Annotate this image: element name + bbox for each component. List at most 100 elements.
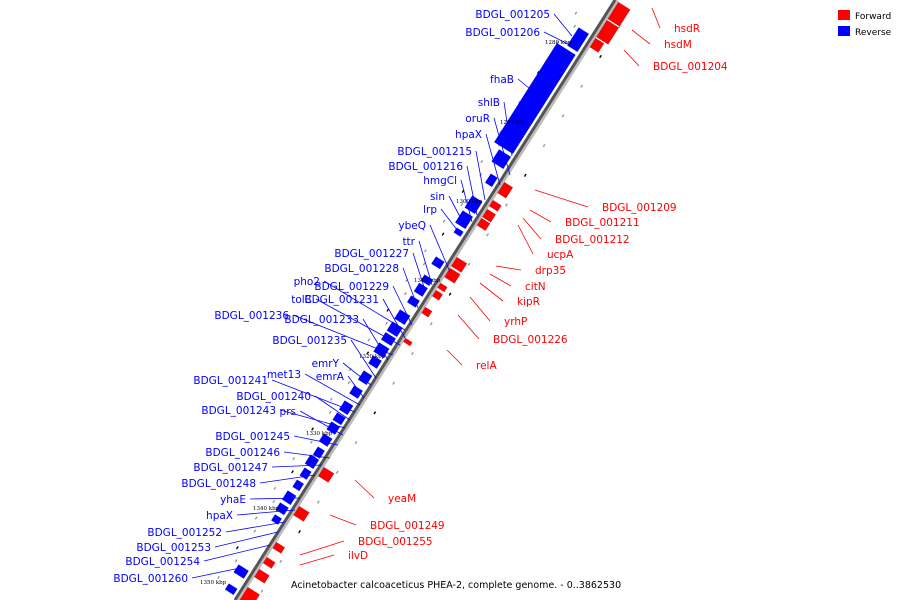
gene-label[interactable]: hsdM	[664, 39, 692, 51]
gene-label[interactable]: BDGL_001243	[201, 405, 276, 417]
gene-label[interactable]: citN	[525, 281, 546, 293]
gene-leader-line	[493, 117, 511, 176]
gene-label[interactable]: lrp	[423, 204, 437, 216]
gene-label[interactable]: BDGL_001204	[653, 61, 728, 73]
gene-leader-line	[448, 195, 467, 229]
gene-feature	[437, 282, 448, 293]
gene-label[interactable]: yhaE	[220, 494, 246, 506]
gene-label[interactable]: shlB	[478, 97, 500, 109]
gene-leader-line	[553, 13, 573, 37]
scale-dot	[580, 84, 584, 88]
gene-label[interactable]: BDGL_001231	[304, 294, 379, 306]
gene-label[interactable]: met13	[267, 369, 301, 381]
gene-label[interactable]: BDGL_001248	[181, 478, 256, 490]
gene-feature	[497, 181, 514, 199]
gene-label[interactable]: BDGL_001228	[324, 263, 399, 275]
gene-label[interactable]: BDGL_001233	[284, 314, 359, 326]
gene-leader-line	[299, 554, 335, 566]
legend-reverse-label: Reverse	[855, 28, 892, 38]
gene-label[interactable]: BDGL_001206	[465, 27, 540, 39]
gene-feature	[253, 568, 270, 584]
gene-label[interactable]: BDGL_001227	[334, 248, 409, 260]
gene-label[interactable]: prs	[280, 406, 296, 418]
scale-dot	[273, 486, 277, 490]
gene-label[interactable]: emrY	[312, 358, 340, 370]
gene-label[interactable]: BDGL_001212	[555, 234, 630, 246]
scale-dot	[392, 381, 396, 385]
gene-label[interactable]: BDGL_001254	[125, 556, 200, 568]
gene-label[interactable]: BDGL_001260	[113, 573, 188, 585]
gene-label[interactable]: tolC	[291, 294, 312, 306]
scale-dot	[291, 470, 294, 474]
gene-label[interactable]: BDGL_001236	[214, 310, 289, 322]
gene-label[interactable]: sin	[430, 191, 445, 203]
gene-label[interactable]: BDGL_001226	[493, 334, 568, 346]
gene-label[interactable]: emrA	[316, 371, 345, 383]
gene-leader-line	[489, 273, 512, 287]
gene-leader-line	[529, 209, 552, 223]
gene-label[interactable]: relA	[476, 360, 497, 372]
gene-label[interactable]: BDGL_001235	[272, 335, 347, 347]
gene-label[interactable]: hmgCl	[423, 175, 457, 187]
scale-tick-label: 1300 kbp	[456, 199, 483, 205]
gene-leader-line	[466, 165, 478, 216]
gene-leader-line	[503, 101, 513, 157]
gene-label[interactable]: pho2	[294, 276, 320, 288]
gene-label[interactable]: BDGL_001245	[215, 431, 290, 443]
scale-dot	[386, 308, 390, 312]
gene-label[interactable]: ybeQ	[398, 220, 426, 232]
gene-label[interactable]: BDGL_001240	[236, 391, 311, 403]
gene-label[interactable]: BDGL_001247	[193, 462, 268, 474]
gene-leader-line	[347, 375, 365, 399]
gene-feature	[367, 355, 383, 370]
gene-label[interactable]: fhaB	[490, 74, 514, 86]
gene-feature	[443, 267, 461, 284]
gene-feature	[233, 564, 250, 580]
gene-feature	[275, 502, 289, 516]
gene-leader-line	[623, 49, 640, 67]
scale-dot	[316, 500, 320, 504]
gene-label[interactable]: ilvD	[348, 550, 368, 562]
gene-label[interactable]: kipR	[517, 296, 540, 308]
gene-label[interactable]: yrhP	[504, 316, 527, 328]
gene-feature	[281, 490, 297, 506]
backbone-line	[233, 0, 617, 600]
gene-feature	[224, 583, 238, 596]
gene-leader-line	[271, 464, 323, 468]
gene-label[interactable]: BDGL_001246	[205, 447, 280, 459]
gene-label[interactable]: BDGL_001215	[397, 146, 472, 158]
scale-dot	[254, 516, 258, 520]
scale-dot	[347, 381, 351, 385]
gene-label[interactable]: hsdR	[674, 23, 700, 35]
scale-tick-label: 1320 kbp	[359, 354, 386, 360]
gene-label[interactable]: BDGL_001209	[602, 202, 677, 214]
gene-label[interactable]: drp35	[535, 265, 566, 277]
gene-label[interactable]: BDGL_001229	[314, 281, 389, 293]
scale-dot	[523, 173, 527, 177]
gene-label[interactable]: BDGL_001255	[358, 536, 433, 548]
scale-tick-label: 1340 kbp	[253, 506, 280, 512]
gene-leader-line	[631, 29, 651, 45]
gene-leader-line	[283, 451, 331, 459]
gene-label[interactable]: hpaX	[455, 129, 482, 141]
scale-dot	[599, 54, 602, 59]
gene-label[interactable]: BDGL_001253	[136, 542, 211, 554]
gene-label[interactable]: BDGL_001205	[475, 9, 550, 21]
gene-label[interactable]: BDGL_001211	[565, 217, 640, 229]
gene-label[interactable]: ucpA	[547, 249, 574, 261]
gene-label[interactable]: oruR	[465, 113, 490, 125]
gene-label[interactable]: BDGL_001252	[147, 527, 222, 539]
gene-label[interactable]: yeaM	[388, 493, 416, 505]
gene-leader-line	[329, 514, 357, 526]
gene-label[interactable]: BDGL_001249	[370, 520, 445, 532]
gene-label[interactable]: hpaX	[206, 510, 233, 522]
gene-leader-line	[440, 208, 462, 236]
gene-label[interactable]: BDGL_001216	[388, 161, 463, 173]
gene-leader-line	[522, 217, 542, 240]
gene-feature	[317, 466, 335, 483]
gene-label[interactable]: BDGL_001241	[193, 375, 268, 387]
scale-tick-label: 1280 kbp	[545, 40, 572, 46]
map-caption: Acinetobacter calcoaceticus PHEA-2, comp…	[291, 580, 621, 591]
gene-label[interactable]: ttr	[402, 236, 415, 248]
scale-dot	[253, 529, 257, 533]
